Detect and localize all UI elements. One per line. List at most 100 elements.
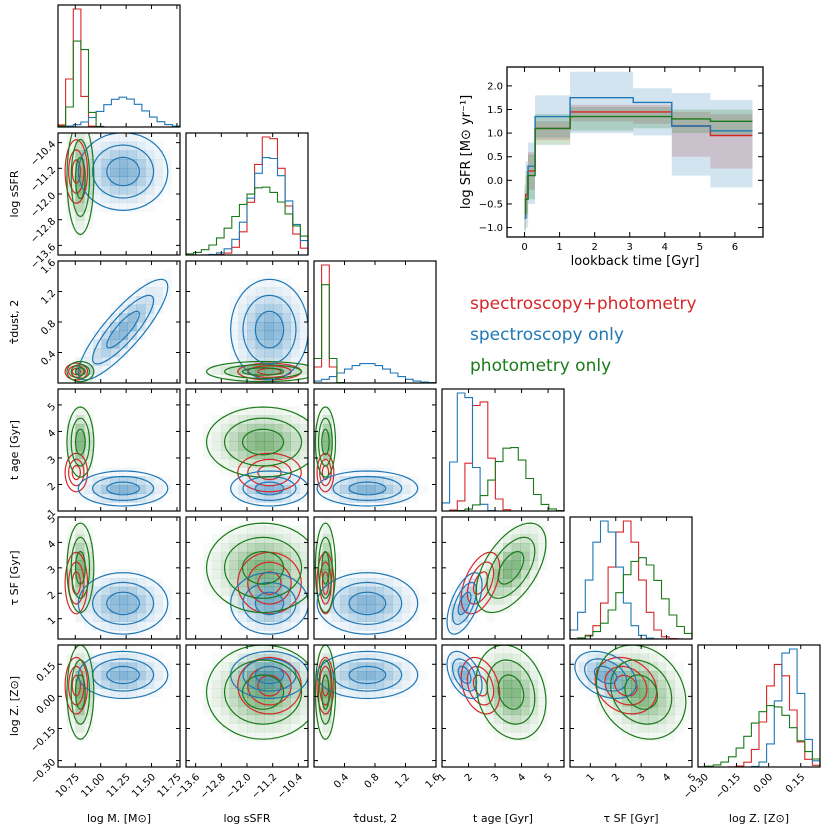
contour-spectroscopy-photometry bbox=[68, 458, 85, 487]
density-cell bbox=[136, 141, 146, 151]
x-ticks bbox=[74, 133, 178, 255]
density-cell bbox=[145, 595, 155, 605]
density-cell bbox=[101, 476, 111, 486]
density-cell bbox=[529, 543, 539, 553]
density-cell bbox=[92, 185, 102, 195]
density-cell bbox=[442, 612, 452, 622]
contour-spectroscopy-photometry bbox=[466, 665, 495, 706]
hist-spectroscopy-only bbox=[186, 157, 309, 256]
contour-spectroscopy-only bbox=[348, 481, 387, 496]
density-cell bbox=[119, 586, 129, 596]
density-cell bbox=[92, 493, 102, 503]
density-cell bbox=[247, 322, 257, 332]
density-cell bbox=[665, 662, 675, 672]
density-cell bbox=[238, 432, 248, 442]
density-cell bbox=[485, 586, 495, 596]
density-cell bbox=[281, 569, 291, 579]
density-cell bbox=[212, 365, 222, 375]
density-cell bbox=[392, 679, 402, 689]
contour-photometry-only bbox=[66, 645, 95, 740]
density-cell bbox=[281, 467, 291, 477]
density-cell bbox=[264, 604, 274, 614]
density-cell bbox=[281, 348, 291, 358]
density-cell bbox=[604, 662, 614, 672]
density-cell bbox=[375, 662, 385, 672]
density-cell bbox=[255, 662, 265, 672]
panel-frame bbox=[569, 644, 693, 768]
density-cell bbox=[596, 688, 606, 698]
density-cell bbox=[84, 621, 94, 631]
contour-spectroscopy-only bbox=[446, 650, 483, 700]
density-cell bbox=[153, 671, 163, 681]
density-cell bbox=[255, 679, 265, 689]
density-cell bbox=[247, 493, 257, 503]
density-cell bbox=[127, 330, 137, 340]
density-cell bbox=[529, 578, 539, 588]
density-cell bbox=[255, 604, 265, 614]
density-cell bbox=[110, 348, 120, 358]
density-cell bbox=[75, 653, 85, 663]
density-cell bbox=[238, 423, 248, 433]
density-cell bbox=[101, 612, 111, 622]
density-cell bbox=[511, 569, 521, 579]
density-cell bbox=[375, 653, 385, 663]
density-cell bbox=[392, 621, 402, 631]
density-cell bbox=[247, 697, 257, 707]
density-cell bbox=[255, 476, 265, 486]
density-cell bbox=[273, 365, 283, 375]
density-cell bbox=[392, 476, 402, 486]
density-cell bbox=[314, 423, 324, 433]
density-cell bbox=[273, 287, 283, 297]
density-cell bbox=[273, 595, 283, 605]
density-cell bbox=[255, 595, 265, 605]
y-ticks bbox=[442, 516, 564, 620]
density-cell bbox=[290, 569, 300, 579]
panel-content bbox=[64, 270, 172, 383]
contour-photometry-only bbox=[595, 645, 687, 740]
contour-photometry-only bbox=[321, 674, 330, 710]
y-tick-label: 0.8 bbox=[39, 318, 58, 337]
density-cell bbox=[366, 493, 376, 503]
density-cell bbox=[348, 484, 358, 494]
density-cell bbox=[520, 671, 530, 681]
density-cell bbox=[366, 484, 376, 494]
density-cell bbox=[357, 595, 367, 605]
contour-spectroscopy-only bbox=[446, 572, 483, 635]
density-cell bbox=[238, 493, 248, 503]
density-cell bbox=[520, 688, 530, 698]
density-cell bbox=[203, 569, 213, 579]
density-cell bbox=[255, 322, 265, 332]
density-cell bbox=[409, 679, 419, 689]
panel-content bbox=[442, 645, 547, 742]
density-cell bbox=[273, 330, 283, 340]
density-cell bbox=[101, 671, 111, 681]
density-cell bbox=[281, 467, 291, 477]
density-cell bbox=[281, 484, 291, 494]
density-cell bbox=[153, 278, 163, 288]
density-cell bbox=[220, 688, 230, 698]
density-cell bbox=[153, 484, 163, 494]
density-cell bbox=[153, 304, 163, 314]
density-cell bbox=[212, 586, 222, 596]
density-cell bbox=[101, 339, 111, 349]
density-cell bbox=[110, 653, 120, 663]
density-cell bbox=[101, 595, 111, 605]
hist-photometry-only bbox=[442, 447, 565, 512]
density-cell bbox=[163, 270, 172, 279]
contour-spectroscopy-only bbox=[332, 658, 403, 692]
density-cell bbox=[290, 578, 300, 588]
density-cell bbox=[255, 415, 265, 425]
density-cell bbox=[110, 476, 120, 486]
density-cell bbox=[110, 202, 120, 212]
x-ticks bbox=[344, 517, 437, 639]
density-cell bbox=[153, 295, 163, 305]
density-cell bbox=[529, 723, 539, 733]
density-cell bbox=[110, 688, 120, 698]
density-cell bbox=[322, 714, 332, 724]
density-cell bbox=[84, 467, 94, 477]
density-cell bbox=[383, 484, 393, 494]
density-cell bbox=[358, 645, 367, 654]
density-cell bbox=[136, 159, 146, 169]
y-ticks bbox=[442, 663, 564, 762]
density-cell bbox=[220, 662, 230, 672]
